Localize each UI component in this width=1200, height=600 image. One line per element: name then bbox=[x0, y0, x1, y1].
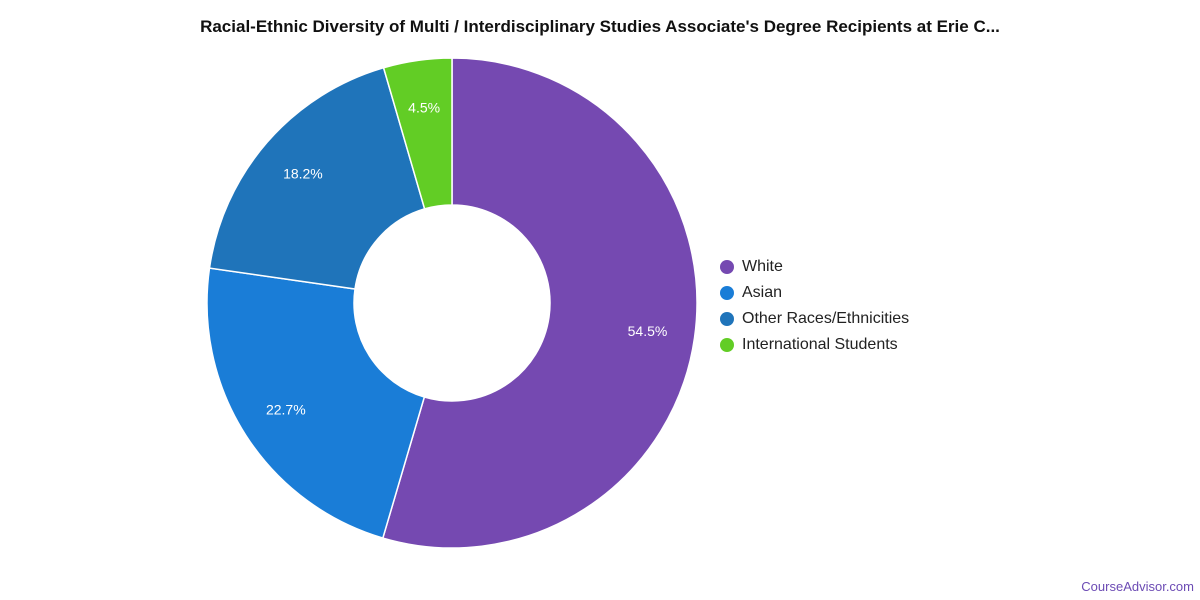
legend-swatch bbox=[720, 338, 734, 352]
data-label-white: 54.5% bbox=[628, 323, 668, 339]
legend-item-white[interactable]: White bbox=[720, 254, 909, 280]
data-label-other-races-ethnicities: 18.2% bbox=[283, 165, 323, 181]
legend-label: Asian bbox=[742, 284, 783, 301]
legend-label: International Students bbox=[742, 336, 898, 353]
slice-white[interactable] bbox=[381, 57, 698, 549]
legend: White Asian Other Races/Ethnicities Interna… bbox=[720, 254, 909, 358]
legend-swatch bbox=[720, 286, 734, 300]
slice-international-students[interactable] bbox=[382, 57, 453, 210]
legend-swatch bbox=[720, 260, 734, 274]
source-credit[interactable]: CourseAdvisor.com bbox=[1081, 579, 1194, 594]
data-label-asian: 22.7% bbox=[266, 402, 306, 418]
legend-label: Other Races/Ethnicities bbox=[742, 310, 910, 327]
slice-other-races-ethnicities[interactable] bbox=[208, 66, 426, 290]
data-label-international-students: 4.5% bbox=[408, 99, 440, 115]
legend-item-other-races-ethnicities[interactable]: Other Races/Ethnicities bbox=[720, 306, 909, 332]
legend-item-international-students[interactable]: International Students bbox=[720, 332, 909, 358]
legend-label: White bbox=[742, 258, 783, 275]
slice-asian[interactable] bbox=[206, 267, 426, 539]
legend-swatch bbox=[720, 312, 734, 326]
chart-title: Racial-Ethnic Diversity of Multi / Inter… bbox=[200, 17, 1000, 36]
legend-item-asian[interactable]: Asian bbox=[720, 280, 909, 306]
